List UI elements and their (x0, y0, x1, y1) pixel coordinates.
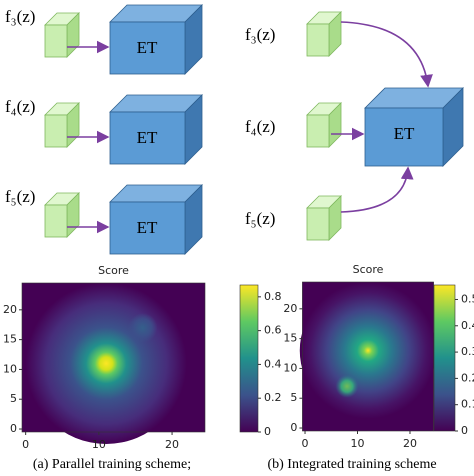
axes-frame (21, 282, 206, 433)
heatmap-blob (25, 282, 187, 444)
input-label: f₄(z) (245, 117, 275, 136)
colorbar (433, 284, 456, 432)
panel-title: Score (353, 263, 384, 276)
y-tick-label: 10 (283, 361, 297, 374)
x-tick-label: 0 (302, 437, 309, 450)
et-label: ET (137, 128, 158, 147)
colorbar-tick-label: 0.4 (461, 319, 474, 332)
colorbar (239, 284, 259, 433)
et-label: ET (137, 38, 158, 57)
input-block (44, 12, 80, 58)
arrow (340, 166, 414, 213)
arrow (340, 21, 433, 88)
x-tick-label: 20 (165, 438, 179, 451)
et-block (109, 94, 203, 165)
colorbar-tick-label: 0.4 (264, 357, 282, 370)
y-tick-label: 5 (290, 391, 297, 404)
colorbar-tick-label: 0 (264, 425, 271, 438)
y-tick-label: 5 (10, 392, 17, 405)
y-tick-label: 20 (3, 303, 17, 316)
y-tick-label: 0 (290, 421, 297, 434)
input-label: f₅(z) (5, 187, 35, 206)
et-block (109, 4, 203, 75)
input-block (306, 195, 342, 241)
colorbar-tick-label: 0.3 (461, 345, 474, 358)
input-block (306, 11, 342, 57)
input-block (44, 192, 80, 238)
x-tick-label: 20 (403, 437, 417, 450)
input-block (306, 102, 342, 148)
input-label: f₃(z) (245, 25, 275, 44)
colorbar-tick-label: 0.1 (461, 398, 474, 411)
colorbar-tick-label: 0 (461, 424, 468, 437)
y-tick-label: 0 (10, 422, 17, 435)
y-tick-label: 15 (3, 333, 17, 346)
panel-title: Score (98, 264, 129, 277)
heatmap-blob (335, 374, 359, 398)
input-label: f₄(z) (5, 97, 35, 116)
axes-frame (302, 281, 434, 432)
colorbar-tick-label: 0.5 (461, 292, 474, 305)
y-tick-label: 10 (3, 362, 17, 375)
y-tick-label: 15 (283, 332, 297, 345)
et-block (109, 184, 203, 255)
colorbar-tick-label: 0.6 (264, 324, 282, 337)
y-tick-label: 20 (283, 302, 297, 315)
input-label: f₅(z) (245, 209, 275, 228)
x-tick-label: 0 (22, 438, 29, 451)
et-label: ET (394, 124, 415, 143)
et-block (364, 87, 464, 167)
heatmap-blob (299, 282, 437, 419)
colorbar-tick-label: 0.2 (264, 391, 282, 404)
caption: (a) Parallel training scheme; (33, 457, 191, 472)
x-tick-label: 10 (351, 437, 365, 450)
input-label: f₃(z) (5, 7, 35, 26)
caption: (b) Integrated training scheme (267, 457, 436, 472)
heatmap-blob (128, 313, 158, 343)
colorbar-tick-label: 0.2 (461, 371, 474, 384)
et-label: ET (137, 218, 158, 237)
x-tick-label: 10 (92, 438, 106, 451)
input-block (44, 102, 80, 148)
colorbar-tick-label: 0.8 (264, 290, 282, 303)
